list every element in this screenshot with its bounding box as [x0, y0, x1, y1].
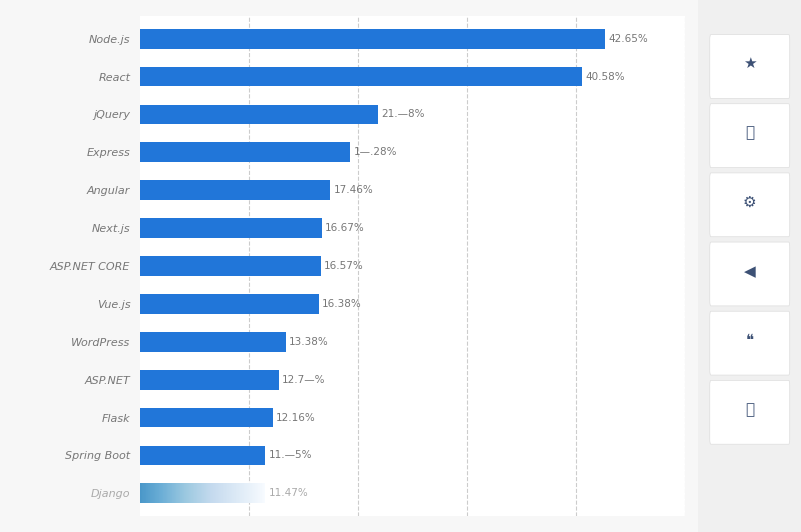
Bar	[140, 408, 272, 427]
Text: ⚙: ⚙	[743, 195, 757, 210]
Bar	[140, 332, 286, 352]
FancyBboxPatch shape	[710, 104, 790, 168]
Bar	[140, 218, 322, 238]
Text: 13.38%: 13.38%	[289, 337, 329, 347]
FancyBboxPatch shape	[710, 380, 790, 444]
Text: 🖨: 🖨	[745, 402, 755, 417]
Text: 🔔: 🔔	[745, 126, 755, 140]
FancyBboxPatch shape	[710, 311, 790, 375]
Bar	[140, 29, 605, 48]
Bar	[140, 66, 582, 86]
Text: 11.47%: 11.47%	[268, 488, 308, 498]
Text: 12.16%: 12.16%	[276, 412, 316, 422]
Text: 16.57%: 16.57%	[324, 261, 364, 271]
Text: 17.46%: 17.46%	[334, 185, 373, 195]
FancyBboxPatch shape	[710, 242, 790, 306]
FancyBboxPatch shape	[710, 35, 790, 98]
Bar	[140, 143, 350, 162]
Text: ★: ★	[743, 56, 757, 71]
Text: 21.—8%: 21.—8%	[381, 110, 425, 120]
Text: 1—.28%: 1—.28%	[353, 147, 397, 157]
Text: 16.67%: 16.67%	[325, 223, 364, 233]
Bar	[140, 370, 279, 389]
Text: 40.58%: 40.58%	[586, 72, 625, 81]
Text: 16.38%: 16.38%	[322, 299, 361, 309]
Bar	[140, 105, 377, 124]
Text: ❝: ❝	[746, 333, 754, 348]
Text: ◀: ◀	[744, 264, 755, 279]
Bar	[140, 294, 319, 314]
Bar	[140, 256, 320, 276]
FancyBboxPatch shape	[710, 173, 790, 237]
Bar	[140, 180, 330, 200]
Bar	[140, 446, 265, 466]
Text: 42.65%: 42.65%	[608, 34, 648, 44]
Text: 12.7—%: 12.7—%	[282, 375, 325, 385]
Text: 11.—5%: 11.—5%	[268, 451, 312, 460]
